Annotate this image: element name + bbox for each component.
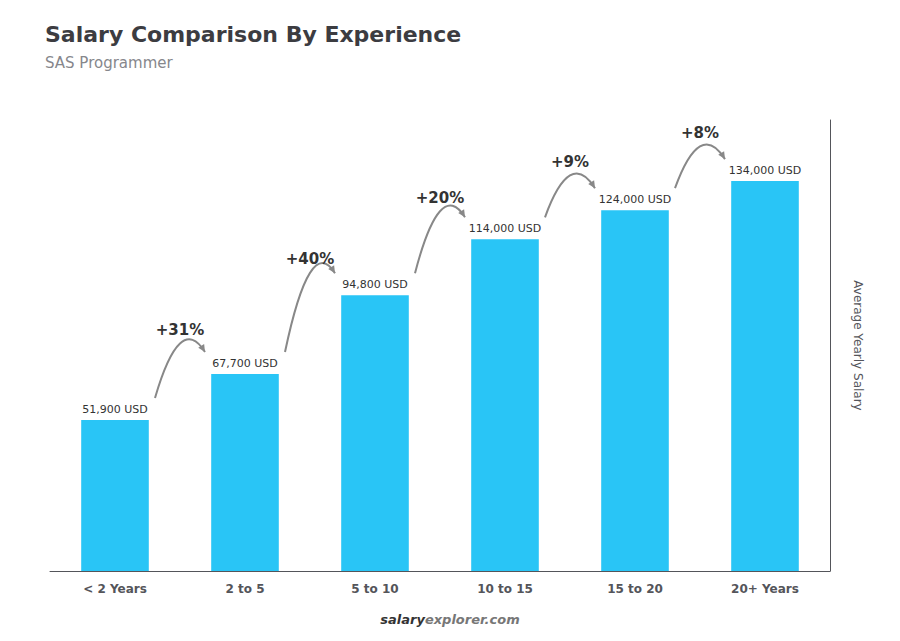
- svg-text:134,000 USD: 134,000 USD: [729, 164, 802, 177]
- svg-text:114,000 USD: 114,000 USD: [469, 222, 542, 235]
- svg-text:Salary Comparison By Experienc: Salary Comparison By Experience: [45, 22, 461, 47]
- svg-text:Average Yearly Salary: Average Yearly Salary: [851, 280, 865, 410]
- svg-text:< 2 Years: < 2 Years: [83, 582, 147, 596]
- svg-text:2 to 5: 2 to 5: [225, 582, 264, 596]
- svg-text:+20%: +20%: [416, 189, 464, 207]
- svg-text:+40%: +40%: [286, 250, 334, 268]
- svg-text:124,000 USD: 124,000 USD: [599, 193, 672, 206]
- svg-text:+31%: +31%: [156, 321, 204, 339]
- svg-text:explorer.com: explorer.com: [425, 612, 520, 627]
- svg-text:20+ Years: 20+ Years: [731, 582, 799, 596]
- svg-text:10 to 15: 10 to 15: [477, 582, 533, 596]
- svg-text:SAS Programmer: SAS Programmer: [45, 54, 173, 72]
- svg-text:15 to 20: 15 to 20: [607, 582, 663, 596]
- svg-text:5 to 10: 5 to 10: [351, 582, 398, 596]
- svg-text:51,900 USD: 51,900 USD: [82, 403, 148, 416]
- svg-text:salary: salary: [380, 612, 425, 627]
- svg-text:+8%: +8%: [681, 124, 719, 142]
- svg-text:94,800 USD: 94,800 USD: [342, 278, 408, 291]
- svg-text:67,700 USD: 67,700 USD: [212, 357, 278, 370]
- svg-text:+9%: +9%: [551, 153, 589, 171]
